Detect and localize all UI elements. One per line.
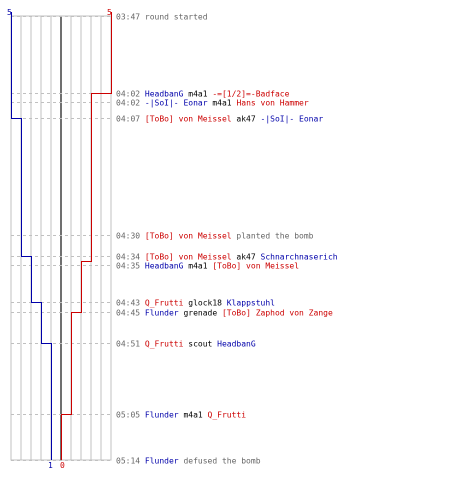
event-entry: 04:35 HeadbanG m4a1 [ToBo] von Meissel — [116, 262, 299, 271]
player-grid — [10, 15, 112, 461]
event-action: m4a1 — [183, 262, 212, 271]
event-action: round started — [145, 13, 208, 22]
red-player-name: [ToBo] von Meissel — [145, 253, 232, 262]
red-end-count: 0 — [60, 461, 65, 470]
blue-player-name: Flunder — [145, 411, 179, 420]
red-player-name: [ToBo] von Meissel — [145, 232, 232, 241]
event-entry: 04:02 -|SoI|- Eonar m4a1 Hans von Hammer — [116, 99, 309, 108]
red-player-name: [ToBo] von Meissel — [145, 115, 232, 124]
event-entry: 04:07 [ToBo] von Meissel ak47 -|SoI|- Eo… — [116, 115, 323, 124]
blue-player-name: -|SoI|- Eonar — [145, 99, 208, 108]
red-player-name: Q_Frutti — [208, 411, 247, 420]
red-player-name: [ToBo] Zaphod von Zange — [222, 309, 333, 318]
event-action: ak47 — [232, 253, 261, 262]
event-time: 04:07 — [116, 115, 145, 124]
event-time: 03:47 — [116, 13, 145, 22]
event-time: 04:51 — [116, 340, 145, 349]
event-time: 04:02 — [116, 90, 145, 99]
event-entry: 04:02 HeadbanG m4a1 -=[1/2]=-Badface — [116, 90, 290, 99]
red-start-count: 5 — [107, 8, 112, 17]
event-time: 04:34 — [116, 253, 145, 262]
blue-player-name: HeadbanG — [145, 262, 184, 271]
red-player-name: Q_Frutti — [145, 340, 184, 349]
team-alive-lines — [11, 12, 112, 460]
event-action: m4a1 — [179, 411, 208, 420]
event-guide-lines — [11, 16, 113, 461]
event-entry: 04:34 [ToBo] von Meissel ak47 Schnarchna… — [116, 253, 338, 262]
red-player-name: [ToBo] von Meissel — [212, 262, 299, 271]
blue-player-name: Flunder — [145, 309, 179, 318]
team-counts: 5 5 1 0 — [7, 8, 112, 470]
event-entry: 04:43 Q_Frutti glock18 Klappstuhl — [116, 299, 275, 308]
event-entry: 04:30 [ToBo] von Meissel planted the bom… — [116, 232, 314, 241]
event-time: 05:14 — [116, 457, 145, 466]
blue-player-name: Klappstuhl — [227, 299, 275, 308]
event-action: scout — [183, 340, 217, 349]
red-player-name: Hans von Hammer — [236, 99, 308, 108]
blue-player-name: -|SoI|- Eonar — [261, 115, 324, 124]
event-entry: 04:45 Flunder grenade [ToBo] Zaphod von … — [116, 309, 333, 318]
blue-end-count: 1 — [48, 461, 53, 470]
event-time: 04:45 — [116, 309, 145, 318]
red-player-name: Q_Frutti — [145, 299, 184, 308]
red-player-name: -=[1/2]=-Badface — [212, 90, 289, 99]
event-log: 03:47 round started 04:02 HeadbanG m4a1 -… — [116, 13, 338, 466]
event-time: 04:30 — [116, 232, 145, 241]
event-entry: 04:51 Q_Frutti scout HeadbanG — [116, 340, 256, 349]
blue-player-name: Flunder — [145, 457, 179, 466]
event-action: ak47 — [232, 115, 261, 124]
blue-team-alive-line — [11, 12, 52, 460]
event-entry: 05:05 Flunder m4a1 Q_Frutti — [116, 411, 246, 420]
blue-player-name: Schnarchnaserich — [261, 253, 338, 262]
red-team-alive-line — [61, 12, 112, 460]
event-time: 04:35 — [116, 262, 145, 271]
event-action: planted the bomb — [232, 232, 314, 241]
event-time: 05:05 — [116, 411, 145, 420]
event-entry: 05:14 Flunder defused the bomb — [116, 457, 261, 466]
blue-player-name: HeadbanG — [217, 340, 256, 349]
blue-player-name: HeadbanG — [145, 90, 184, 99]
event-time: 04:02 — [116, 99, 145, 108]
event-action: defused the bomb — [179, 457, 261, 466]
event-action: glock18 — [183, 299, 226, 308]
event-action: m4a1 — [183, 90, 212, 99]
event-action: grenade — [179, 309, 222, 318]
event-time: 04:43 — [116, 299, 145, 308]
event-action: m4a1 — [208, 99, 237, 108]
event-entry: 03:47 round started — [116, 13, 208, 22]
blue-start-count: 5 — [7, 8, 12, 17]
